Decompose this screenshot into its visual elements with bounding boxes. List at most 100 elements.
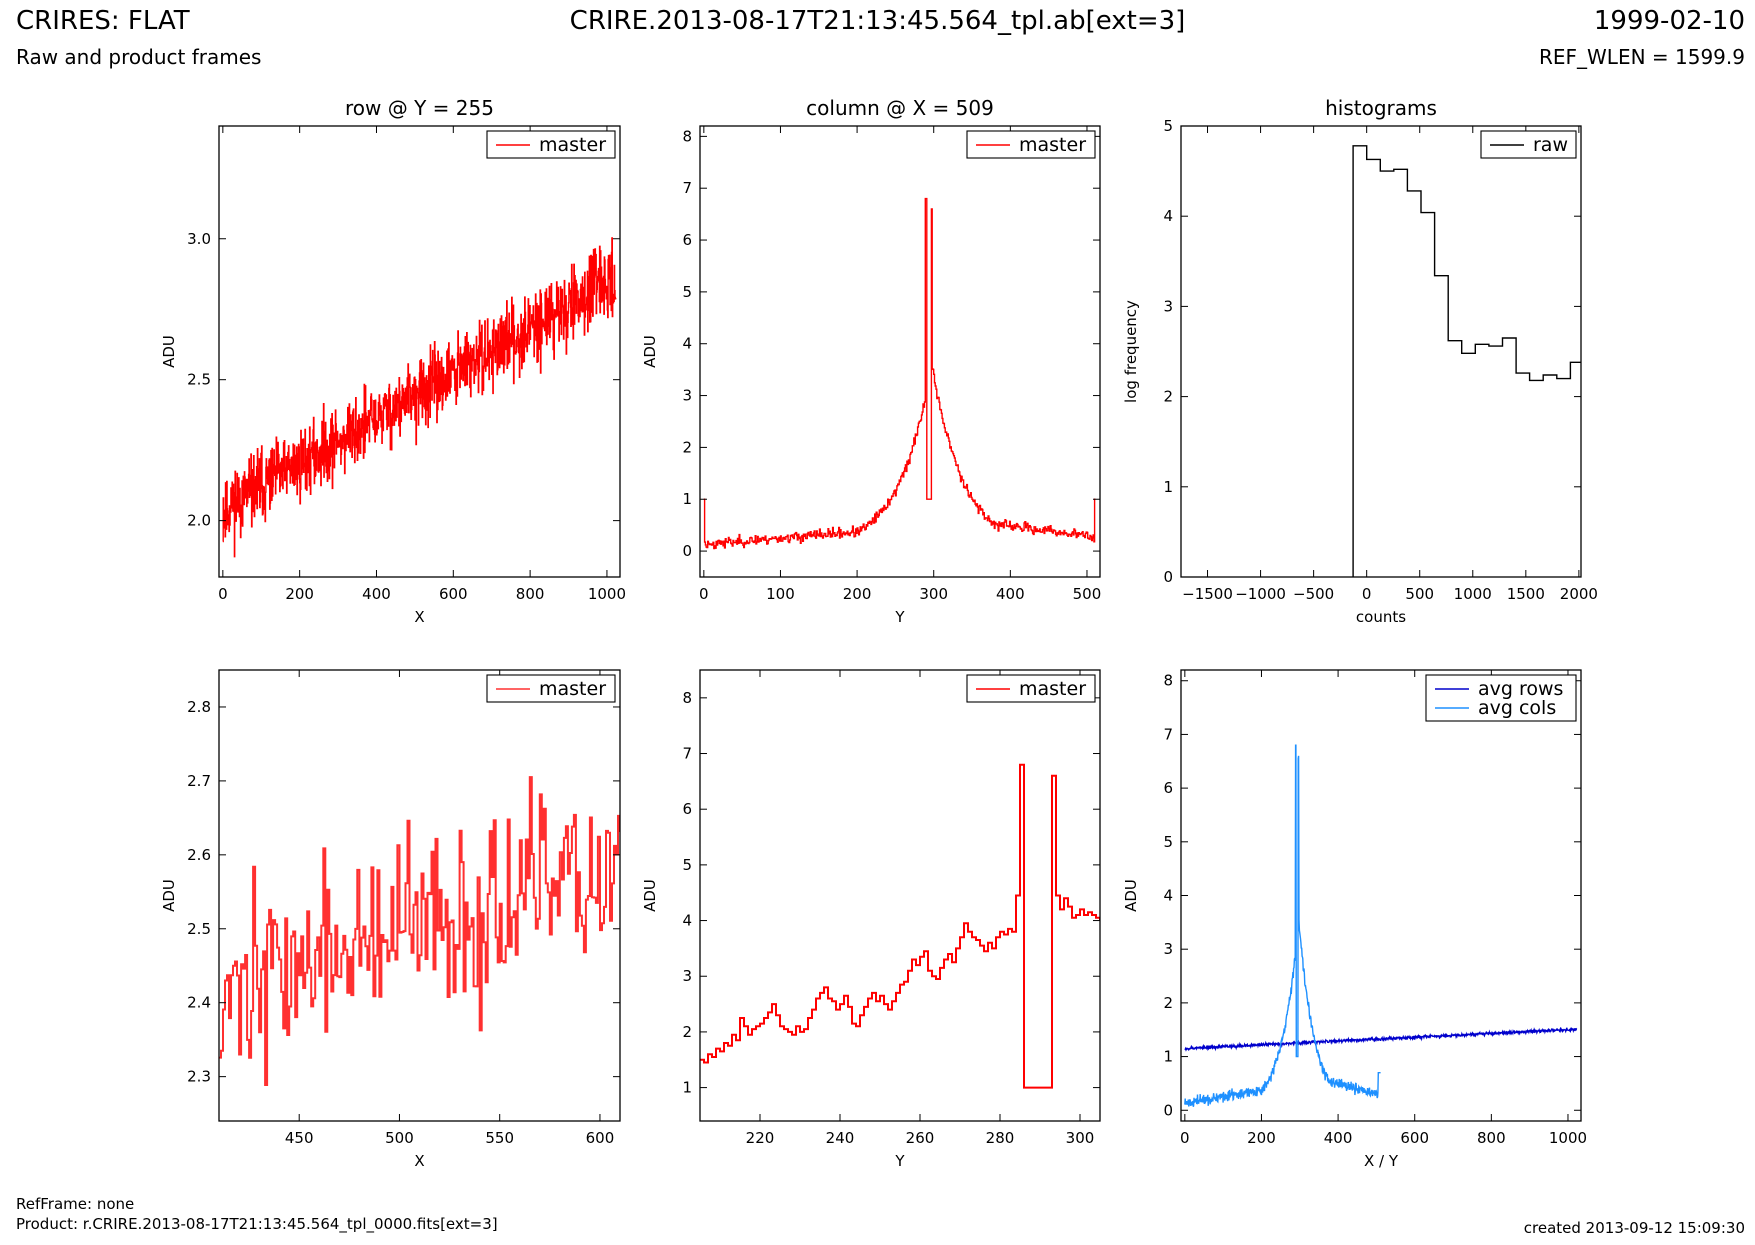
y-tick-label: 2.5	[187, 371, 211, 389]
y-tick-label: 3	[682, 387, 692, 405]
x-tick-label: 300	[919, 585, 948, 603]
legend: raw	[1480, 130, 1577, 159]
x-tick-label: 800	[516, 585, 545, 603]
x-axis-label: counts	[1356, 608, 1406, 626]
x-tick-label: 200	[285, 585, 314, 603]
chart-panel-col_zoom: 220 240 260 280 300 1 2 3 4 5 6 7 8 Y ADU master	[641, 669, 1101, 1170]
x-tick-label: 0	[699, 585, 709, 603]
y-tick-label: 4	[682, 912, 692, 930]
plot-frame	[1180, 125, 1582, 578]
y-tick-label: 2.4	[187, 994, 211, 1012]
series-line-raw	[1352, 145, 1581, 577]
legend-label: avg rows	[1478, 678, 1563, 700]
y-tick-label: 2.5	[187, 920, 211, 938]
x-tick-label: 1000	[1454, 585, 1492, 603]
y-tick-label: 2.7	[187, 772, 211, 790]
series-line-master	[700, 763, 1100, 1089]
y-tick-label: 0	[682, 542, 692, 560]
footer-created: created 2013-09-12 15:09:30	[1523, 1219, 1745, 1237]
x-tick-label: 500	[1073, 585, 1102, 603]
figure-subtitle-left: Raw and product frames	[16, 45, 262, 69]
y-tick-label: 4	[682, 335, 692, 353]
y-tick-label: 6	[682, 800, 692, 818]
x-tick-label: 550	[485, 1129, 514, 1147]
y-tick-label: 3	[1163, 297, 1173, 315]
y-tick-label: 5	[1163, 117, 1173, 135]
series-line-master	[703, 197, 1096, 550]
y-tick-label: 2	[682, 438, 692, 456]
y-axis-label: log frequency	[1122, 300, 1140, 403]
y-tick-label: 2.0	[187, 512, 211, 530]
y-tick-label: 8	[1163, 672, 1173, 690]
chart-panel-hist: −1500 −1000 −500 0 500 1000 1500 2000 0 1 2 3 4 5 hist…	[1122, 96, 1598, 626]
y-tick-label: 3	[1163, 940, 1173, 958]
y-axis-label: ADU	[641, 335, 659, 368]
y-tick-label: 1	[1163, 1048, 1173, 1066]
legend-label: avg cols	[1478, 697, 1556, 719]
chart-panel-row: 0 200 400 600 800 1000 2.0 2.5 3.0 row @ Y = 255 X…	[160, 96, 626, 626]
y-tick-label: 2.8	[187, 698, 211, 716]
x-tick-label: 1000	[1549, 1129, 1587, 1147]
y-tick-label: 1	[682, 490, 692, 508]
y-axis-label: ADU	[160, 879, 178, 912]
x-tick-label: 300	[1066, 1129, 1095, 1147]
x-tick-label: 260	[906, 1129, 935, 1147]
x-tick-label: −1500	[1182, 585, 1233, 603]
y-tick-label: 7	[1163, 725, 1173, 743]
chart-title: row @ Y = 255	[345, 96, 494, 120]
y-tick-label: 4	[1163, 207, 1173, 225]
x-tick-label: 400	[362, 585, 391, 603]
y-axis-label: ADU	[1122, 879, 1140, 912]
y-tick-label: 7	[682, 179, 692, 197]
y-tick-label: 5	[682, 856, 692, 874]
x-tick-label: 240	[826, 1129, 855, 1147]
y-tick-label: 3.0	[187, 230, 211, 248]
series-line-master	[219, 776, 620, 1086]
footer-ref-frame: RefFrame: none	[16, 1195, 135, 1213]
footer-product: Product: r.CRIRE.2013-08-17T21:13:45.564…	[16, 1215, 498, 1233]
figure-title-left: CRIRES: FLAT	[16, 6, 190, 36]
plot-frame	[218, 669, 621, 1122]
y-tick-label: 2.3	[187, 1068, 211, 1086]
x-tick-label: −1000	[1235, 585, 1286, 603]
y-tick-label: 2	[1163, 388, 1173, 406]
legend: master	[486, 674, 616, 703]
chart-panel-col: 0 100 200 300 400 500 0 1 2 3 4 5 6 7 8 column @ X = 50…	[641, 96, 1101, 626]
chart-title: histograms	[1325, 96, 1437, 120]
y-tick-label: 6	[682, 231, 692, 249]
x-tick-label: 200	[1247, 1129, 1276, 1147]
x-tick-label: 100	[766, 585, 795, 603]
chart-panel-avg: 0 200 400 600 800 1000 0 1 2 3 4 5 6 7 8 X / Y ADU avg ro…	[1122, 669, 1587, 1170]
legend-label: master	[539, 678, 606, 700]
plot-frame	[1180, 669, 1582, 1122]
y-tick-label: 1	[1163, 478, 1173, 496]
x-tick-label: 600	[586, 1129, 615, 1147]
y-tick-label: 5	[1163, 833, 1173, 851]
x-tick-label: −500	[1293, 585, 1334, 603]
y-tick-label: 8	[682, 127, 692, 145]
x-tick-label: 450	[285, 1129, 314, 1147]
x-axis-label: X	[414, 1152, 424, 1170]
plot-frame	[218, 125, 621, 578]
y-tick-label: 3	[682, 967, 692, 985]
legend: master	[966, 674, 1096, 703]
x-tick-label: 2000	[1560, 585, 1598, 603]
legend-box	[1425, 674, 1577, 722]
x-tick-label: 200	[843, 585, 872, 603]
y-tick-label: 2.6	[187, 846, 211, 864]
figure-date-right: 1999-02-10	[1593, 6, 1745, 36]
x-tick-label: 400	[996, 585, 1025, 603]
x-axis-label: Y	[894, 1152, 905, 1170]
figure-title-center: CRIRE.2013-08-17T21:13:45.564_tpl.ab[ext…	[569, 6, 1186, 36]
x-tick-label: 500	[1405, 585, 1434, 603]
y-axis-label: ADU	[160, 335, 178, 368]
x-tick-label: 0	[1362, 585, 1372, 603]
x-tick-label: 500	[385, 1129, 414, 1147]
x-tick-label: 600	[1400, 1129, 1429, 1147]
x-axis-label: X / Y	[1364, 1152, 1399, 1170]
x-tick-label: 800	[1477, 1129, 1506, 1147]
x-axis-label: Y	[894, 608, 905, 626]
x-tick-label: 220	[746, 1129, 775, 1147]
chart-title: column @ X = 509	[806, 96, 994, 120]
